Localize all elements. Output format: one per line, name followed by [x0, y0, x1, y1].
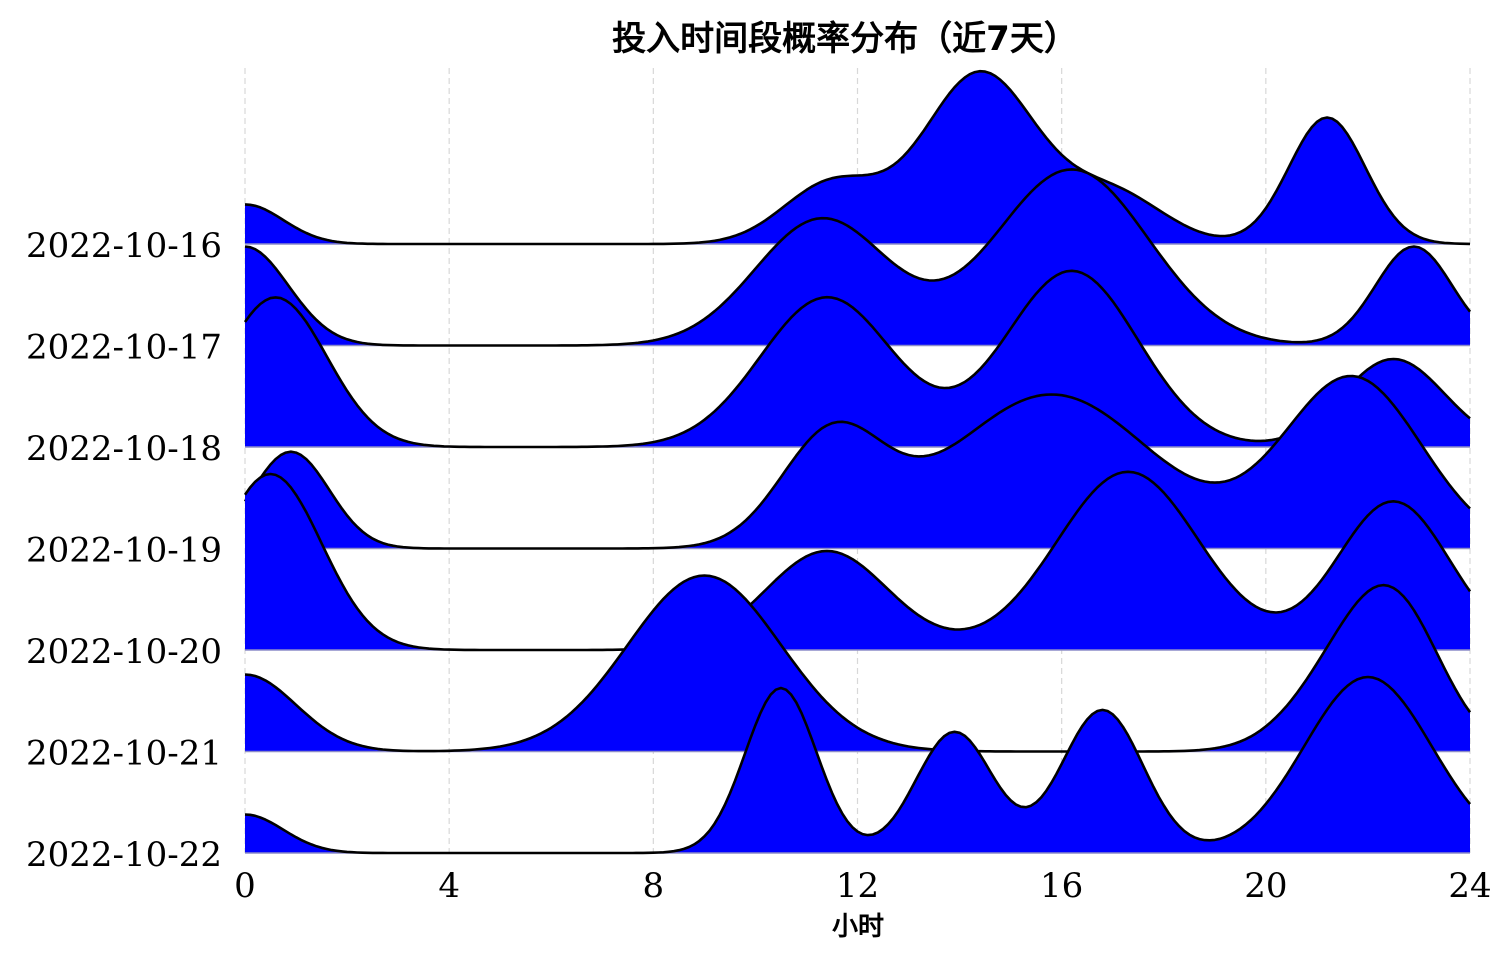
- x-tick-label: 12: [836, 866, 879, 906]
- ridge-series: [243, 69, 1472, 855]
- chart-title: 投入时间段概率分布（近7天）: [612, 19, 1078, 59]
- y-tick-label: 2022-10-18: [26, 429, 222, 469]
- ridge-area: [245, 677, 1470, 853]
- ridge-2022-10-20: [243, 470, 1472, 652]
- y-tick-label: 2022-10-21: [26, 734, 222, 774]
- ridge-outline: [244, 168, 1472, 347]
- y-tick-label: 2022-10-20: [26, 632, 222, 672]
- x-tick-labels: 0 4 8 12 16 20 24: [234, 866, 1491, 906]
- ridge-area: [245, 471, 1470, 650]
- x-axis-label: 小时: [832, 912, 884, 942]
- x-tick-label: 4: [438, 866, 460, 906]
- y-tick-labels: 2022-10-16 2022-10-17 2022-10-18 2022-10-19…: [26, 226, 222, 875]
- ridge-area: [245, 169, 1470, 346]
- y-tick-label: 2022-10-17: [26, 328, 222, 368]
- ridge-outline: [243, 470, 1472, 652]
- y-tick-label: 2022-10-22: [26, 835, 222, 875]
- x-tick-label: 8: [643, 866, 665, 906]
- ridge-2022-10-22: [244, 675, 1472, 855]
- ridge-outline: [244, 69, 1471, 246]
- ridge-outline: [243, 269, 1471, 449]
- x-tick-label: 24: [1448, 866, 1491, 906]
- ridge-area: [245, 270, 1470, 447]
- x-tick-label: 20: [1244, 866, 1287, 906]
- ridge-area: [245, 71, 1470, 244]
- x-tick-label: 16: [1040, 866, 1083, 906]
- y-tick-label: 2022-10-19: [26, 531, 222, 571]
- ridge-outline: [244, 675, 1472, 855]
- x-tick-label: 0: [234, 866, 256, 906]
- y-tick-label: 2022-10-16: [26, 226, 222, 266]
- ridge-2022-10-16: [244, 69, 1471, 246]
- ridge-outline: [244, 574, 1472, 753]
- ridge-outline: [243, 374, 1471, 550]
